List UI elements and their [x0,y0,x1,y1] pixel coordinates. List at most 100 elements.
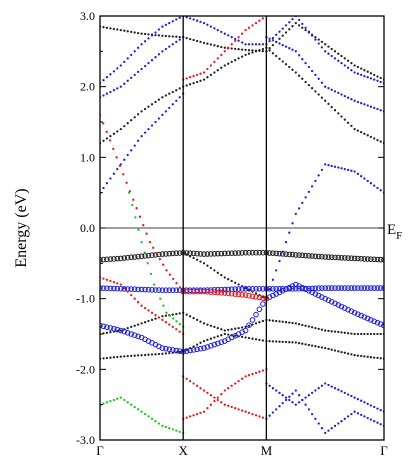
band-point [306,285,312,292]
band-point [284,63,288,66]
band-point [202,71,206,74]
band-point [333,90,337,93]
band-point [356,354,360,357]
band-point [136,46,140,49]
band-point [376,138,379,142]
band-point [337,166,340,169]
band-point [168,106,171,110]
band-point [278,405,281,408]
band-point [175,328,178,331]
band-point [244,375,247,378]
band-point [340,54,343,58]
band-point [150,103,154,106]
band-point [333,57,337,60]
band-point [369,404,373,407]
band-point [178,350,181,354]
band-point [197,288,204,295]
band-point [261,49,265,53]
band-point [283,286,289,293]
band-point [324,43,327,46]
band-point [254,50,258,53]
band-point [197,251,204,257]
band-point [143,131,147,134]
band-point [284,340,288,344]
band-point [376,332,379,336]
band-point [270,250,276,256]
band-point [350,353,353,356]
band-point [188,255,192,258]
band-point [152,246,155,249]
band-point [220,273,223,277]
band-point [247,336,251,340]
band-point [330,54,333,58]
band-point [164,94,168,97]
band-point [268,39,271,43]
band-point [105,92,109,95]
band-point [330,88,333,91]
band-point [275,408,278,411]
band-point [112,281,116,284]
band-point [366,76,369,79]
band-point [216,45,219,48]
band-point [171,35,174,38]
band-point [299,284,306,291]
band-point [310,185,314,188]
band-point [223,32,226,35]
band-point [107,325,114,331]
band-point [377,285,384,291]
band-point [350,61,353,65]
band-point [147,105,150,108]
band-point [260,295,266,301]
band-point [297,54,301,57]
band-point [337,350,340,353]
band-point [147,33,150,36]
band-point [335,302,342,308]
band-point [237,36,240,39]
band-point [213,60,216,64]
band-point [173,347,180,354]
band-point [363,69,366,72]
band-point [192,81,195,85]
band-point [340,61,343,65]
band-point [237,408,240,411]
band-series-2 [100,21,384,81]
band-point [291,392,294,395]
band-point [324,99,327,102]
band-point [379,140,382,143]
band-point [304,28,307,32]
band-point [340,167,343,170]
band-point [159,297,162,300]
band-point [234,281,237,284]
band-point [266,250,273,256]
band-point [247,374,251,377]
band-point [297,207,301,210]
band-point [363,103,366,106]
band-point [123,398,126,402]
band-point [343,94,346,98]
band-point [256,249,263,256]
band-point [279,286,286,292]
band-point [330,105,333,109]
band-point [178,286,182,289]
band-point [168,273,172,276]
band-point [327,52,330,55]
band-point [114,285,121,292]
band-point [162,304,165,307]
band-point [173,250,180,256]
band-point [350,169,353,172]
band-point [322,254,329,260]
band-point [304,80,307,84]
band-point [353,99,356,102]
band-point [126,354,129,358]
band-point [246,292,252,299]
band-point [254,338,258,341]
band-point [324,85,327,88]
band-point [202,339,206,343]
band-point [363,332,366,336]
band-point [251,337,254,340]
band-point [119,85,122,88]
band-point [150,59,154,62]
band-point [302,252,309,259]
band-point [147,309,150,312]
band-point [333,109,337,112]
